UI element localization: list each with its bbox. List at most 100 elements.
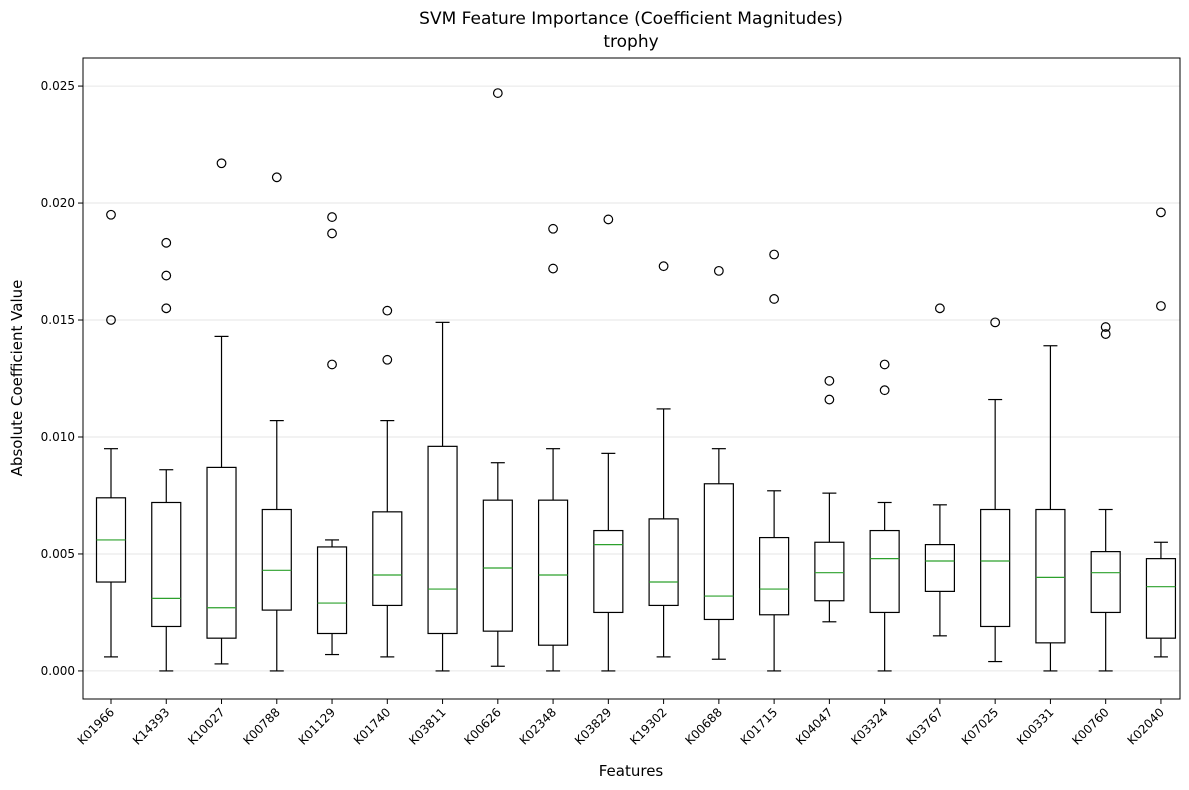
iqr-box: [151, 501, 182, 628]
x-tick-label: K00331: [1014, 705, 1056, 747]
box-k00788: [261, 172, 292, 672]
box-k01740: [372, 305, 403, 658]
outlier-point: [327, 359, 337, 370]
outlier-point: [879, 385, 890, 396]
outlier-point: [327, 212, 337, 222]
y-axis-ticks: 0.000 0.005 0.010 0.015 0.020 0.025: [41, 79, 83, 678]
x-tick-label: K07025: [959, 705, 1001, 747]
box-k19302: [648, 261, 679, 658]
outlier-point: [1156, 207, 1166, 218]
boxes: [95, 88, 1177, 672]
box-k02040: [1145, 207, 1177, 658]
x-axis-label: Features: [599, 762, 664, 780]
iqr-box: [759, 536, 790, 616]
x-tick-label: K01740: [351, 705, 393, 747]
outlier-point: [824, 394, 835, 405]
box-k02348: [537, 223, 569, 672]
iqr-box: [261, 508, 292, 611]
x-tick-label: K19302: [627, 705, 669, 747]
x-tick-label: K00626: [461, 705, 503, 747]
outlier-point: [769, 294, 780, 304]
box-k03324: [869, 359, 900, 672]
iqr-box: [814, 541, 845, 602]
outlier-point: [216, 158, 227, 169]
iqr-box: [1035, 508, 1066, 644]
y-tick-label: 0.005: [41, 547, 75, 561]
box-k00331: [1035, 345, 1066, 672]
box-k14393: [151, 237, 182, 672]
outlier-point: [1156, 301, 1166, 311]
outlier-point: [1100, 329, 1111, 339]
iqr-box: [593, 529, 624, 614]
box-k00760: [1090, 322, 1121, 672]
chart-subtitle: trophy: [603, 32, 658, 52]
x-tick-label: K01129: [296, 705, 338, 747]
outlier-point: [161, 303, 172, 314]
iqr-box: [924, 543, 956, 592]
x-tick-label: K01966: [75, 705, 117, 747]
box-k03829: [593, 214, 624, 672]
x-tick-label: K00688: [683, 705, 725, 747]
x-tick-label: K00760: [1069, 705, 1111, 747]
x-tick-label: K14393: [130, 705, 172, 747]
gridlines: [83, 85, 1180, 672]
iqr-box: [206, 466, 237, 639]
box-k10027: [206, 158, 237, 665]
outlier-point: [824, 375, 835, 386]
iqr-box: [648, 518, 679, 607]
plot-frame: [82, 57, 1181, 700]
y-tick-label: 0.025: [41, 79, 75, 93]
box-k04047: [814, 375, 845, 623]
outlier-point: [713, 265, 724, 276]
y-tick-label: 0.010: [41, 430, 75, 444]
x-tick-label: K03767: [904, 705, 946, 747]
box-k00688: [703, 265, 734, 660]
iqr-box: [482, 499, 513, 632]
iqr-box: [372, 511, 403, 607]
iqr-box: [316, 546, 348, 635]
box-k01966: [95, 209, 127, 658]
outlier-point: [382, 354, 393, 365]
outlier-point: [935, 303, 945, 314]
outlier-point: [492, 88, 503, 98]
x-tick-label: K00788: [240, 705, 282, 747]
x-tick-label: K02040: [1125, 705, 1167, 747]
iqr-box: [1145, 558, 1177, 639]
outlier-point: [548, 223, 558, 234]
x-tick-label: K02348: [517, 705, 559, 747]
outlier-point: [106, 209, 116, 220]
outlier-point: [161, 237, 172, 248]
outlier-point: [879, 359, 890, 370]
outlier-point: [658, 261, 669, 272]
box-k07025: [980, 317, 1011, 663]
box-k01129: [316, 212, 348, 656]
iqr-box: [537, 499, 569, 646]
y-tick-label: 0.000: [41, 664, 75, 678]
outlier-point: [271, 172, 282, 183]
iqr-box: [427, 445, 458, 635]
x-tick-label: K03811: [406, 705, 448, 747]
x-tick-label: K10027: [185, 705, 227, 747]
box-k03767: [924, 303, 956, 637]
x-tick-label: K01715: [738, 705, 780, 747]
x-tick-label: K03829: [572, 705, 614, 747]
box-k01715: [759, 249, 790, 672]
x-tick-label: K03324: [848, 705, 890, 747]
box-k00626: [482, 88, 513, 667]
y-tick-label: 0.020: [41, 196, 75, 210]
outlier-point: [769, 249, 780, 260]
outlier-point: [990, 317, 1001, 328]
y-axis-label: Absolute Coefficient Value: [8, 280, 26, 477]
outlier-point: [161, 270, 172, 281]
x-axis-ticks: K01966 K14393 K10027 K00788 K01129 K01740 K038…: [75, 699, 1167, 748]
iqr-box: [980, 508, 1011, 628]
outlier-point: [327, 228, 337, 239]
outlier-point: [603, 214, 614, 225]
outlier-point: [106, 315, 116, 325]
iqr-box: [869, 529, 900, 614]
x-tick-label: K04047: [793, 705, 835, 747]
y-tick-label: 0.015: [41, 313, 75, 327]
iqr-box: [1090, 551, 1121, 614]
outlier-point: [548, 263, 558, 274]
